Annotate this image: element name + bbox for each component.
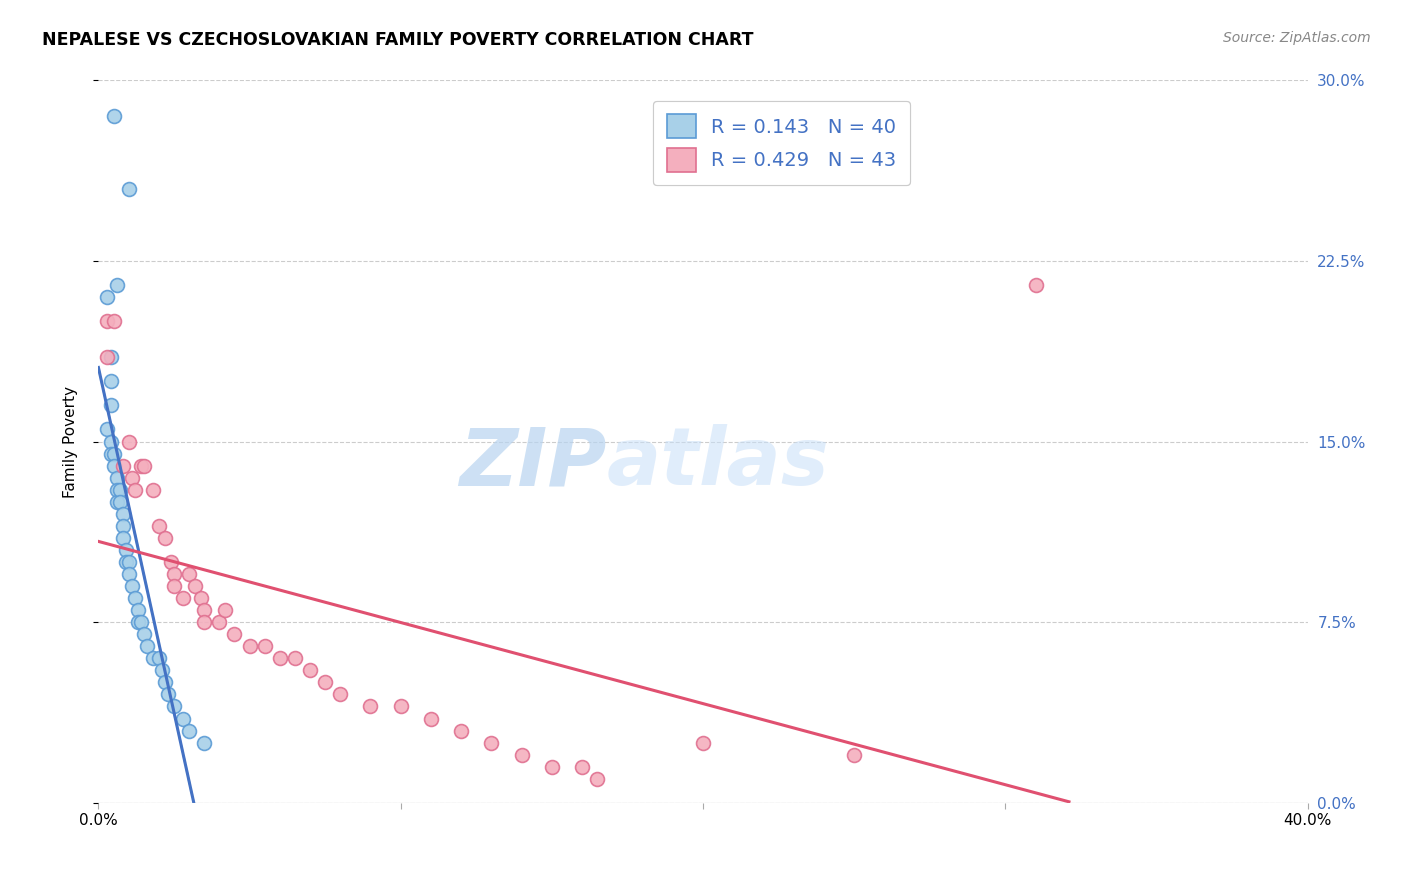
Point (571, 760, 593, 774)
Point (96, 290, 118, 304)
Point (1024, 277, 1046, 292)
Point (163, 579, 186, 593)
Point (269, 651, 291, 665)
Point (193, 735, 215, 749)
Point (156, 687, 179, 701)
Point (118, 555, 141, 569)
Point (103, 458, 125, 473)
Point (96, 350, 118, 364)
Point (239, 639, 262, 653)
Point (148, 518, 170, 533)
Point (153, 531, 176, 545)
Point (284, 651, 307, 665)
Point (179, 567, 201, 582)
Point (103, 109, 125, 123)
Legend: R = 0.143   N = 40, R = 0.429   N = 43: R = 0.143 N = 40, R = 0.429 N = 43 (652, 101, 910, 186)
Text: ZIP: ZIP (458, 425, 606, 502)
Point (193, 603, 215, 617)
Point (100, 374, 122, 388)
Point (127, 615, 149, 630)
Point (389, 699, 412, 714)
Point (118, 434, 141, 449)
Point (193, 615, 215, 630)
Text: Source: ZipAtlas.com: Source: ZipAtlas.com (1223, 31, 1371, 45)
Point (132, 627, 155, 641)
Point (163, 699, 186, 714)
Point (100, 446, 122, 460)
Point (214, 603, 236, 617)
Point (420, 712, 443, 726)
Point (96, 314, 118, 328)
Point (844, 747, 866, 762)
Point (208, 615, 231, 630)
Point (127, 603, 149, 617)
Point (111, 458, 134, 473)
Point (105, 470, 128, 484)
Text: NEPALESE VS CZECHOSLOVAKIAN FAMILY POVERTY CORRELATION CHART: NEPALESE VS CZECHOSLOVAKIAN FAMILY POVER… (42, 31, 754, 49)
Point (314, 675, 336, 690)
Point (100, 398, 122, 412)
Point (103, 446, 125, 460)
Point (129, 615, 152, 630)
Point (692, 735, 714, 749)
Point (132, 458, 155, 473)
Point (118, 567, 141, 582)
Point (148, 651, 170, 665)
Point (96, 422, 118, 436)
Point (150, 664, 173, 678)
Point (142, 651, 165, 665)
Point (190, 591, 212, 605)
Point (153, 675, 176, 690)
Point (163, 567, 186, 582)
Point (118, 181, 141, 195)
Point (184, 579, 207, 593)
Point (121, 470, 143, 484)
Point (114, 555, 136, 569)
Point (100, 434, 122, 449)
Point (105, 494, 128, 508)
Point (108, 494, 131, 508)
Point (129, 458, 152, 473)
Point (172, 591, 194, 605)
Text: atlas: atlas (606, 425, 830, 502)
Point (124, 483, 146, 497)
Point (100, 350, 122, 364)
Y-axis label: Family Poverty: Family Poverty (63, 385, 77, 498)
Point (111, 518, 134, 533)
Point (299, 664, 322, 678)
Point (114, 542, 136, 557)
Point (105, 277, 128, 292)
Point (329, 687, 352, 701)
Point (108, 483, 131, 497)
Point (360, 699, 382, 714)
Point (172, 712, 194, 726)
Point (224, 627, 246, 641)
Point (111, 531, 134, 545)
Point (450, 723, 472, 738)
Point (124, 591, 146, 605)
Point (510, 747, 533, 762)
Point (142, 483, 165, 497)
Point (481, 735, 503, 749)
Point (253, 639, 276, 653)
Point (160, 555, 183, 569)
Point (540, 760, 562, 774)
Point (103, 314, 125, 328)
Point (135, 639, 157, 653)
Point (111, 507, 134, 521)
Point (121, 579, 143, 593)
Point (179, 723, 201, 738)
Point (105, 483, 128, 497)
Point (586, 772, 609, 786)
